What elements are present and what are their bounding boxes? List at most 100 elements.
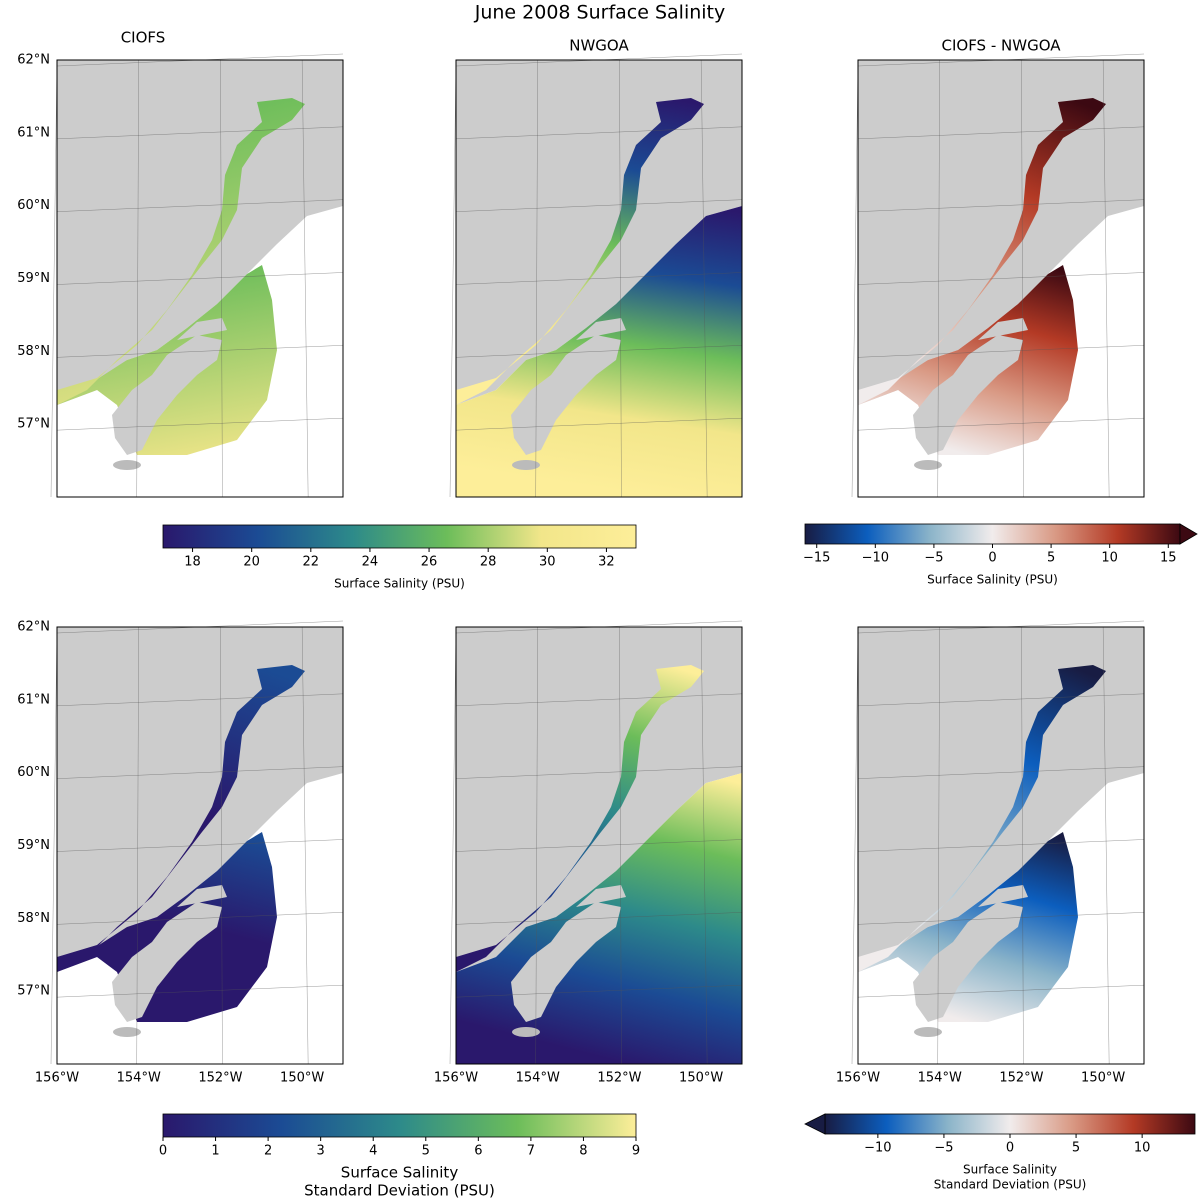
island bbox=[113, 1027, 141, 1037]
grid-line bbox=[937, 626, 940, 1065]
grid-line bbox=[449, 626, 457, 1065]
colorbar bbox=[824, 1113, 1196, 1135]
lon-label: 156°W bbox=[836, 1071, 880, 1086]
island bbox=[511, 902, 621, 1022]
colorbar-tick-label: 28 bbox=[480, 555, 497, 570]
panel-frame bbox=[857, 59, 1145, 498]
island bbox=[914, 1027, 942, 1037]
grid-line bbox=[56, 417, 344, 431]
colorbar-label: Surface Salinity bbox=[963, 1163, 1057, 1177]
figure-title: June 2008 Surface Salinity bbox=[474, 2, 726, 24]
colorbar-tick-label: 30 bbox=[539, 555, 556, 570]
grid-line bbox=[136, 626, 139, 1065]
colorbar-tick-label: 24 bbox=[362, 555, 379, 570]
grid-line bbox=[56, 693, 344, 707]
panel-title: CIOFS bbox=[121, 29, 166, 47]
grid-line bbox=[1102, 59, 1110, 498]
island bbox=[112, 335, 222, 455]
panel-frame bbox=[455, 59, 743, 498]
colorbar-tick-label: 15 bbox=[1160, 551, 1177, 566]
colorbar-label: Standard Deviation (PSU) bbox=[934, 1178, 1087, 1192]
grid-line bbox=[220, 59, 223, 498]
island bbox=[511, 335, 621, 455]
lon-label: 152°W bbox=[999, 1071, 1043, 1086]
island bbox=[978, 885, 1028, 907]
colorbar-tick-label: 3 bbox=[317, 1144, 325, 1159]
colorbar bbox=[162, 1113, 637, 1138]
grid-line bbox=[56, 345, 344, 358]
grid-line bbox=[56, 126, 344, 140]
grid-line bbox=[619, 59, 622, 498]
colorbar-tick-label: 5 bbox=[1072, 1141, 1080, 1156]
grid-line bbox=[56, 272, 344, 285]
map-panel bbox=[449, 53, 743, 498]
colorbar-tick-label: 32 bbox=[598, 555, 615, 570]
panel-frame bbox=[857, 626, 1145, 1065]
panel-frame bbox=[56, 59, 344, 498]
lat-label: 57°N bbox=[17, 984, 50, 999]
island bbox=[914, 460, 942, 470]
island bbox=[177, 318, 227, 340]
grid-line bbox=[455, 912, 743, 925]
grid-line bbox=[857, 345, 1145, 358]
colorbar-tick-label: 10 bbox=[1134, 1141, 1151, 1156]
grid-line bbox=[455, 984, 743, 998]
island bbox=[978, 318, 1028, 340]
grid-line bbox=[455, 272, 743, 285]
grid-line bbox=[1021, 626, 1024, 1065]
grid-line bbox=[857, 839, 1145, 852]
colorbar-tick-label: 9 bbox=[632, 1144, 640, 1159]
colorbar-label: Surface Salinity (PSU) bbox=[927, 573, 1058, 587]
lat-label: 61°N bbox=[17, 125, 50, 140]
colorbar-tick-label: 4 bbox=[369, 1144, 377, 1159]
grid-line bbox=[857, 693, 1145, 707]
grid-line bbox=[50, 626, 58, 1065]
colorbar-tick-label: 5 bbox=[1047, 551, 1055, 566]
grid-line bbox=[851, 59, 859, 498]
grid-line bbox=[1021, 59, 1024, 498]
grid-line bbox=[455, 766, 743, 779]
lat-label: 62°N bbox=[17, 53, 50, 68]
lat-label: 60°N bbox=[17, 765, 50, 780]
grid-line bbox=[619, 626, 622, 1065]
island bbox=[576, 318, 626, 340]
grid-line bbox=[455, 839, 743, 852]
grid-line bbox=[535, 59, 538, 498]
grid-line bbox=[50, 59, 58, 498]
lon-label: 156°W bbox=[35, 1071, 79, 1086]
lat-label: 62°N bbox=[17, 620, 50, 635]
grid-line bbox=[455, 693, 743, 707]
grid-line bbox=[56, 199, 344, 212]
map-panel bbox=[851, 53, 1145, 498]
island bbox=[576, 885, 626, 907]
lon-label: 150°W bbox=[679, 1071, 723, 1086]
colorbar-extend bbox=[1179, 523, 1198, 545]
grid-line bbox=[455, 199, 743, 212]
grid-line bbox=[56, 839, 344, 852]
colorbar-label: Standard Deviation (PSU) bbox=[304, 1182, 495, 1200]
grid-line bbox=[455, 126, 743, 140]
grid-line bbox=[857, 766, 1145, 779]
grid-line bbox=[220, 626, 223, 1065]
map-panel bbox=[449, 620, 743, 1065]
colorbar-tick-label: 26 bbox=[421, 555, 438, 570]
lon-label: 154°W bbox=[918, 1071, 962, 1086]
lat-label: 58°N bbox=[17, 344, 50, 359]
colorbar bbox=[162, 524, 637, 549]
grid-line bbox=[851, 626, 859, 1065]
colorbar-tick-label: 6 bbox=[474, 1144, 482, 1159]
grid-line bbox=[535, 626, 538, 1065]
grid-line bbox=[455, 345, 743, 358]
island bbox=[113, 460, 141, 470]
panel-title: NWGOA bbox=[569, 37, 629, 55]
colorbar-tick-label: 8 bbox=[579, 1144, 587, 1159]
colorbar-tick-label: −5 bbox=[934, 1141, 953, 1156]
grid-line bbox=[700, 59, 708, 498]
panel-frame bbox=[56, 626, 344, 1065]
island bbox=[512, 460, 540, 470]
colorbar-tick-label: 2 bbox=[264, 1144, 272, 1159]
island bbox=[177, 885, 227, 907]
grid-line bbox=[857, 126, 1145, 140]
grid-line bbox=[857, 984, 1145, 998]
